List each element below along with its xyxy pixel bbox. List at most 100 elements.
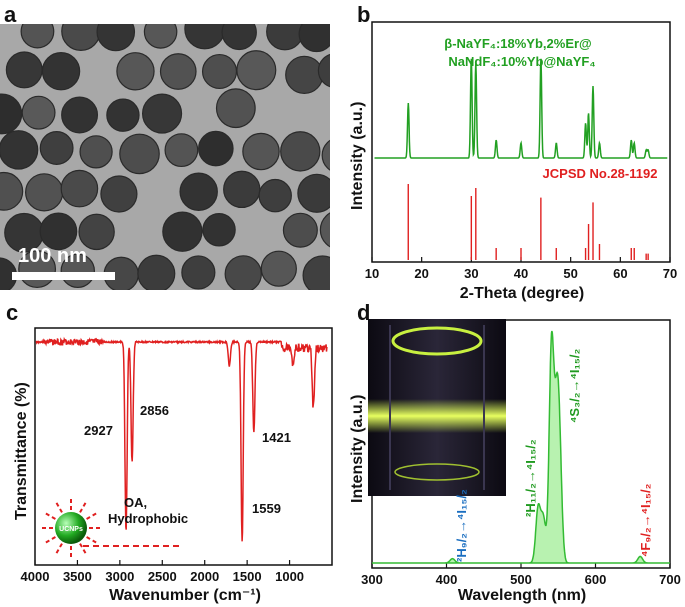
- oa-ligand-stroke: [44, 512, 56, 520]
- transition-label-red: ⁴F₉/₂→⁴I₁₅/₂: [638, 483, 653, 557]
- nanoparticle: [298, 24, 330, 53]
- xrd-chart: Intensity (a.u.) 10 20 30 40 50 60 70 β-NaYF₄:…: [349, 21, 677, 302]
- nanoparticle: [164, 133, 199, 168]
- xrd-sample-pattern: [374, 58, 668, 160]
- oa-ligand-stroke: [55, 543, 63, 555]
- ftir-spectrum: [35, 336, 328, 542]
- nanoparticle: [321, 139, 330, 171]
- emission-tick-label: 400: [436, 572, 458, 587]
- xrd-reference-label: JCPSD No.28-1192: [543, 166, 658, 181]
- xrd-tick-label: 20: [414, 266, 428, 281]
- xrd-tick-label: 60: [613, 266, 627, 281]
- nanoparticle: [236, 50, 277, 91]
- xrd-tick-label: 50: [563, 266, 577, 281]
- nanoparticle: [282, 212, 318, 248]
- nanoparticle: [5, 51, 43, 89]
- nanoparticle: [260, 250, 297, 287]
- ftir-tick-label: 1500: [233, 569, 262, 584]
- transition-label-blue: ²H₉/₂→⁴I₁₅/₂: [454, 489, 469, 562]
- oa-ligand-stroke: [79, 543, 87, 555]
- nanoparticle: [297, 173, 330, 213]
- nanoparticle: [159, 53, 197, 90]
- nanoparticle: [162, 211, 203, 252]
- nanoparticle: [60, 169, 99, 208]
- nanoparticle: [258, 178, 292, 213]
- nanoparticle: [25, 173, 64, 212]
- emission-tick-label: 700: [659, 572, 681, 587]
- scale-bar-label: 100 nm: [18, 245, 87, 267]
- emission-xlabel: Wavelength (nm): [458, 587, 586, 604]
- ftir-tick-label: 1000: [275, 569, 304, 584]
- nanoparticle: [223, 170, 261, 209]
- nanoparticle: [285, 55, 324, 95]
- nanoparticle: [61, 96, 99, 134]
- xrd-tick-label: 30: [464, 266, 478, 281]
- ftir-tick-label: 2500: [148, 569, 177, 584]
- panel-c-letter: c: [6, 300, 19, 325]
- nanoparticle: [0, 130, 39, 170]
- ftir-ylabel: Transmittance (%): [13, 382, 30, 520]
- nanoparticle: [137, 254, 176, 290]
- xrd-ylabel: Intensity (a.u.): [349, 102, 366, 210]
- xrd-xlabel: 2-Theta (degree): [460, 285, 584, 302]
- nanoparticle: [39, 131, 74, 165]
- nanoparticle: [78, 213, 115, 251]
- nanoparticle: [21, 95, 56, 130]
- emission-tick-label: 600: [585, 572, 607, 587]
- nanoparticle: [302, 255, 330, 290]
- ftir-tick-label: 3500: [63, 569, 92, 584]
- ftir-tick-label: 3000: [105, 569, 134, 584]
- nanoparticle: [215, 88, 256, 129]
- emission-spectrum: [372, 330, 670, 564]
- emission-ylabel: Intensity (a.u.): [349, 395, 366, 503]
- transition-label-green-1: ²H₁₁/₂→⁴I₁₅/₂: [523, 439, 538, 517]
- oa-ligand-stroke: [86, 512, 98, 520]
- xrd-sample-label-line1: β-NaYF₄:18%Yb,2%Er@: [444, 36, 591, 51]
- tem-micrograph: 100 nm: [0, 24, 330, 290]
- nanoparticle: [79, 135, 113, 169]
- transition-label-green-2: ⁴S₃/₂→⁴I₁₅/₂: [567, 349, 582, 423]
- ligand-label-line2: Hydrophobic: [108, 511, 188, 526]
- ftir-tick-label: 4000: [21, 569, 50, 584]
- oa-ligand-stroke: [44, 536, 56, 544]
- nanoparticle: [224, 255, 262, 290]
- nanoparticle: [242, 132, 280, 171]
- oa-ligand-stroke: [55, 501, 63, 513]
- nanoparticle: [221, 24, 257, 51]
- nanoparticle: [0, 171, 24, 211]
- xrd-tick-label: 40: [514, 266, 528, 281]
- scale-bar: [12, 272, 115, 280]
- ligand-label-line1: OA,: [124, 495, 147, 510]
- nanoparticle: [181, 255, 216, 290]
- ftir-chart: Transmittance (%) 4000 3500 3000 2500 2000 15…: [13, 327, 333, 604]
- nanoparticle: [143, 24, 178, 49]
- xrd-tick-label: 70: [663, 266, 677, 281]
- nanoparticle: [202, 213, 236, 247]
- nanoparticle: [100, 175, 138, 213]
- xrd-tick-label: 10: [365, 266, 379, 281]
- panel-d-letter: d: [357, 300, 371, 325]
- oa-ligand-stroke: [79, 501, 87, 513]
- nanoparticle: [179, 172, 218, 211]
- emission-tick-label: 300: [361, 572, 383, 587]
- ucnp-particle-icon: UCNPs: [41, 498, 101, 558]
- nanoparticle: [201, 53, 238, 90]
- nanoparticle: [116, 52, 155, 91]
- ligand-pointer-line: [83, 545, 180, 547]
- emission-tick-label: 500: [510, 572, 532, 587]
- ftir-xlabel: Wavenumber (cm⁻¹): [109, 587, 261, 604]
- ucnp-label: UCNPs: [59, 526, 83, 533]
- nanoparticle: [39, 212, 78, 251]
- nanoparticle: [319, 212, 330, 248]
- xrd-sample-label-line2: NaNdF₄:10%Yb@NaYF₄: [448, 54, 595, 69]
- oa-ligand-stroke: [86, 536, 98, 544]
- nanoparticle: [20, 24, 55, 49]
- peak-label-1559: 1559: [252, 501, 281, 516]
- peak-label-1421: 1421: [262, 430, 291, 445]
- nanoparticle: [96, 24, 136, 52]
- vial-photo-inset: [368, 319, 506, 496]
- peak-label-2856: 2856: [140, 403, 169, 418]
- panel-b-letter: b: [357, 2, 371, 27]
- emission-chart: Intensity (a.u.) 300 400 500 600 700 ²H₉/₂→⁴…: [349, 319, 681, 604]
- nanoparticle: [280, 131, 321, 172]
